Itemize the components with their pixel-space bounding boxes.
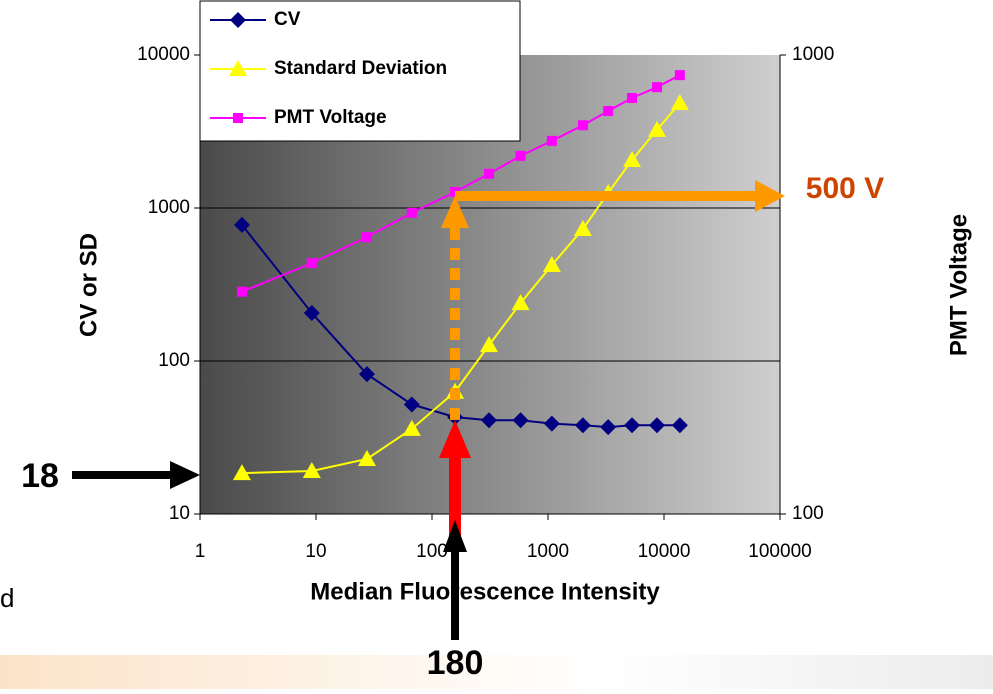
legend-label: PMT Voltage [274, 107, 387, 128]
marker [480, 412, 497, 429]
arrow-head [755, 180, 785, 212]
annotation: 18 [21, 457, 59, 495]
legend-label: Standard Deviation [274, 58, 447, 79]
marker [573, 220, 592, 237]
x-tick-label: 1 [195, 541, 206, 562]
y-tick-label: 10000 [137, 44, 190, 65]
marker [357, 449, 376, 466]
marker [236, 286, 247, 297]
x-axis-label: Median Fluorescence Intensity [310, 578, 660, 605]
marker [358, 366, 375, 383]
marker [651, 82, 662, 93]
marker [232, 464, 251, 481]
y2-axis-label: PMT Voltage [945, 214, 972, 356]
marker [546, 135, 557, 146]
marker [600, 419, 617, 436]
x-tick-label: 100 [416, 541, 448, 562]
marker [603, 106, 614, 117]
marker [671, 417, 688, 434]
marker [302, 462, 321, 479]
marker [402, 419, 421, 436]
marker [233, 113, 243, 123]
y2-tick-label: 100 [792, 503, 824, 524]
marker [306, 258, 317, 269]
marker [543, 415, 560, 432]
x-tick-label: 100000 [748, 541, 811, 562]
marker [512, 412, 529, 429]
marker [647, 120, 666, 137]
annotation: 180 [427, 644, 484, 682]
y-tick-label: 1000 [148, 197, 190, 218]
marker [627, 92, 638, 103]
marker [361, 232, 372, 243]
marker [542, 256, 561, 273]
x-tick-label: 10000 [638, 541, 691, 562]
marker [648, 417, 665, 434]
marker [574, 417, 591, 434]
x-tick-label: 10 [305, 541, 326, 562]
marker [577, 120, 588, 131]
x-tick-label: 1000 [527, 541, 569, 562]
marker [670, 93, 689, 110]
y2-tick-label: 1000 [792, 44, 834, 65]
annotation: d [0, 583, 14, 613]
y-tick-label: 100 [158, 350, 190, 371]
arrow-head [443, 520, 467, 552]
marker [483, 168, 494, 179]
annotation: 500 V [806, 172, 884, 205]
marker [515, 150, 526, 161]
marker [623, 150, 642, 167]
marker [233, 216, 250, 233]
y-axis-label: CV or SD [75, 233, 102, 337]
marker [229, 60, 247, 76]
marker [303, 304, 320, 321]
y-tick-label: 10 [169, 503, 190, 524]
marker [230, 12, 246, 28]
legend-label: CV [274, 9, 301, 30]
banner [0, 655, 993, 689]
marker [674, 70, 685, 81]
marker [624, 417, 641, 434]
marker [479, 336, 498, 353]
arrow-head [441, 196, 469, 228]
marker [403, 396, 420, 413]
arrow-head [439, 420, 471, 458]
marker [511, 294, 530, 311]
arrow-head [170, 461, 200, 489]
marker [406, 207, 417, 218]
